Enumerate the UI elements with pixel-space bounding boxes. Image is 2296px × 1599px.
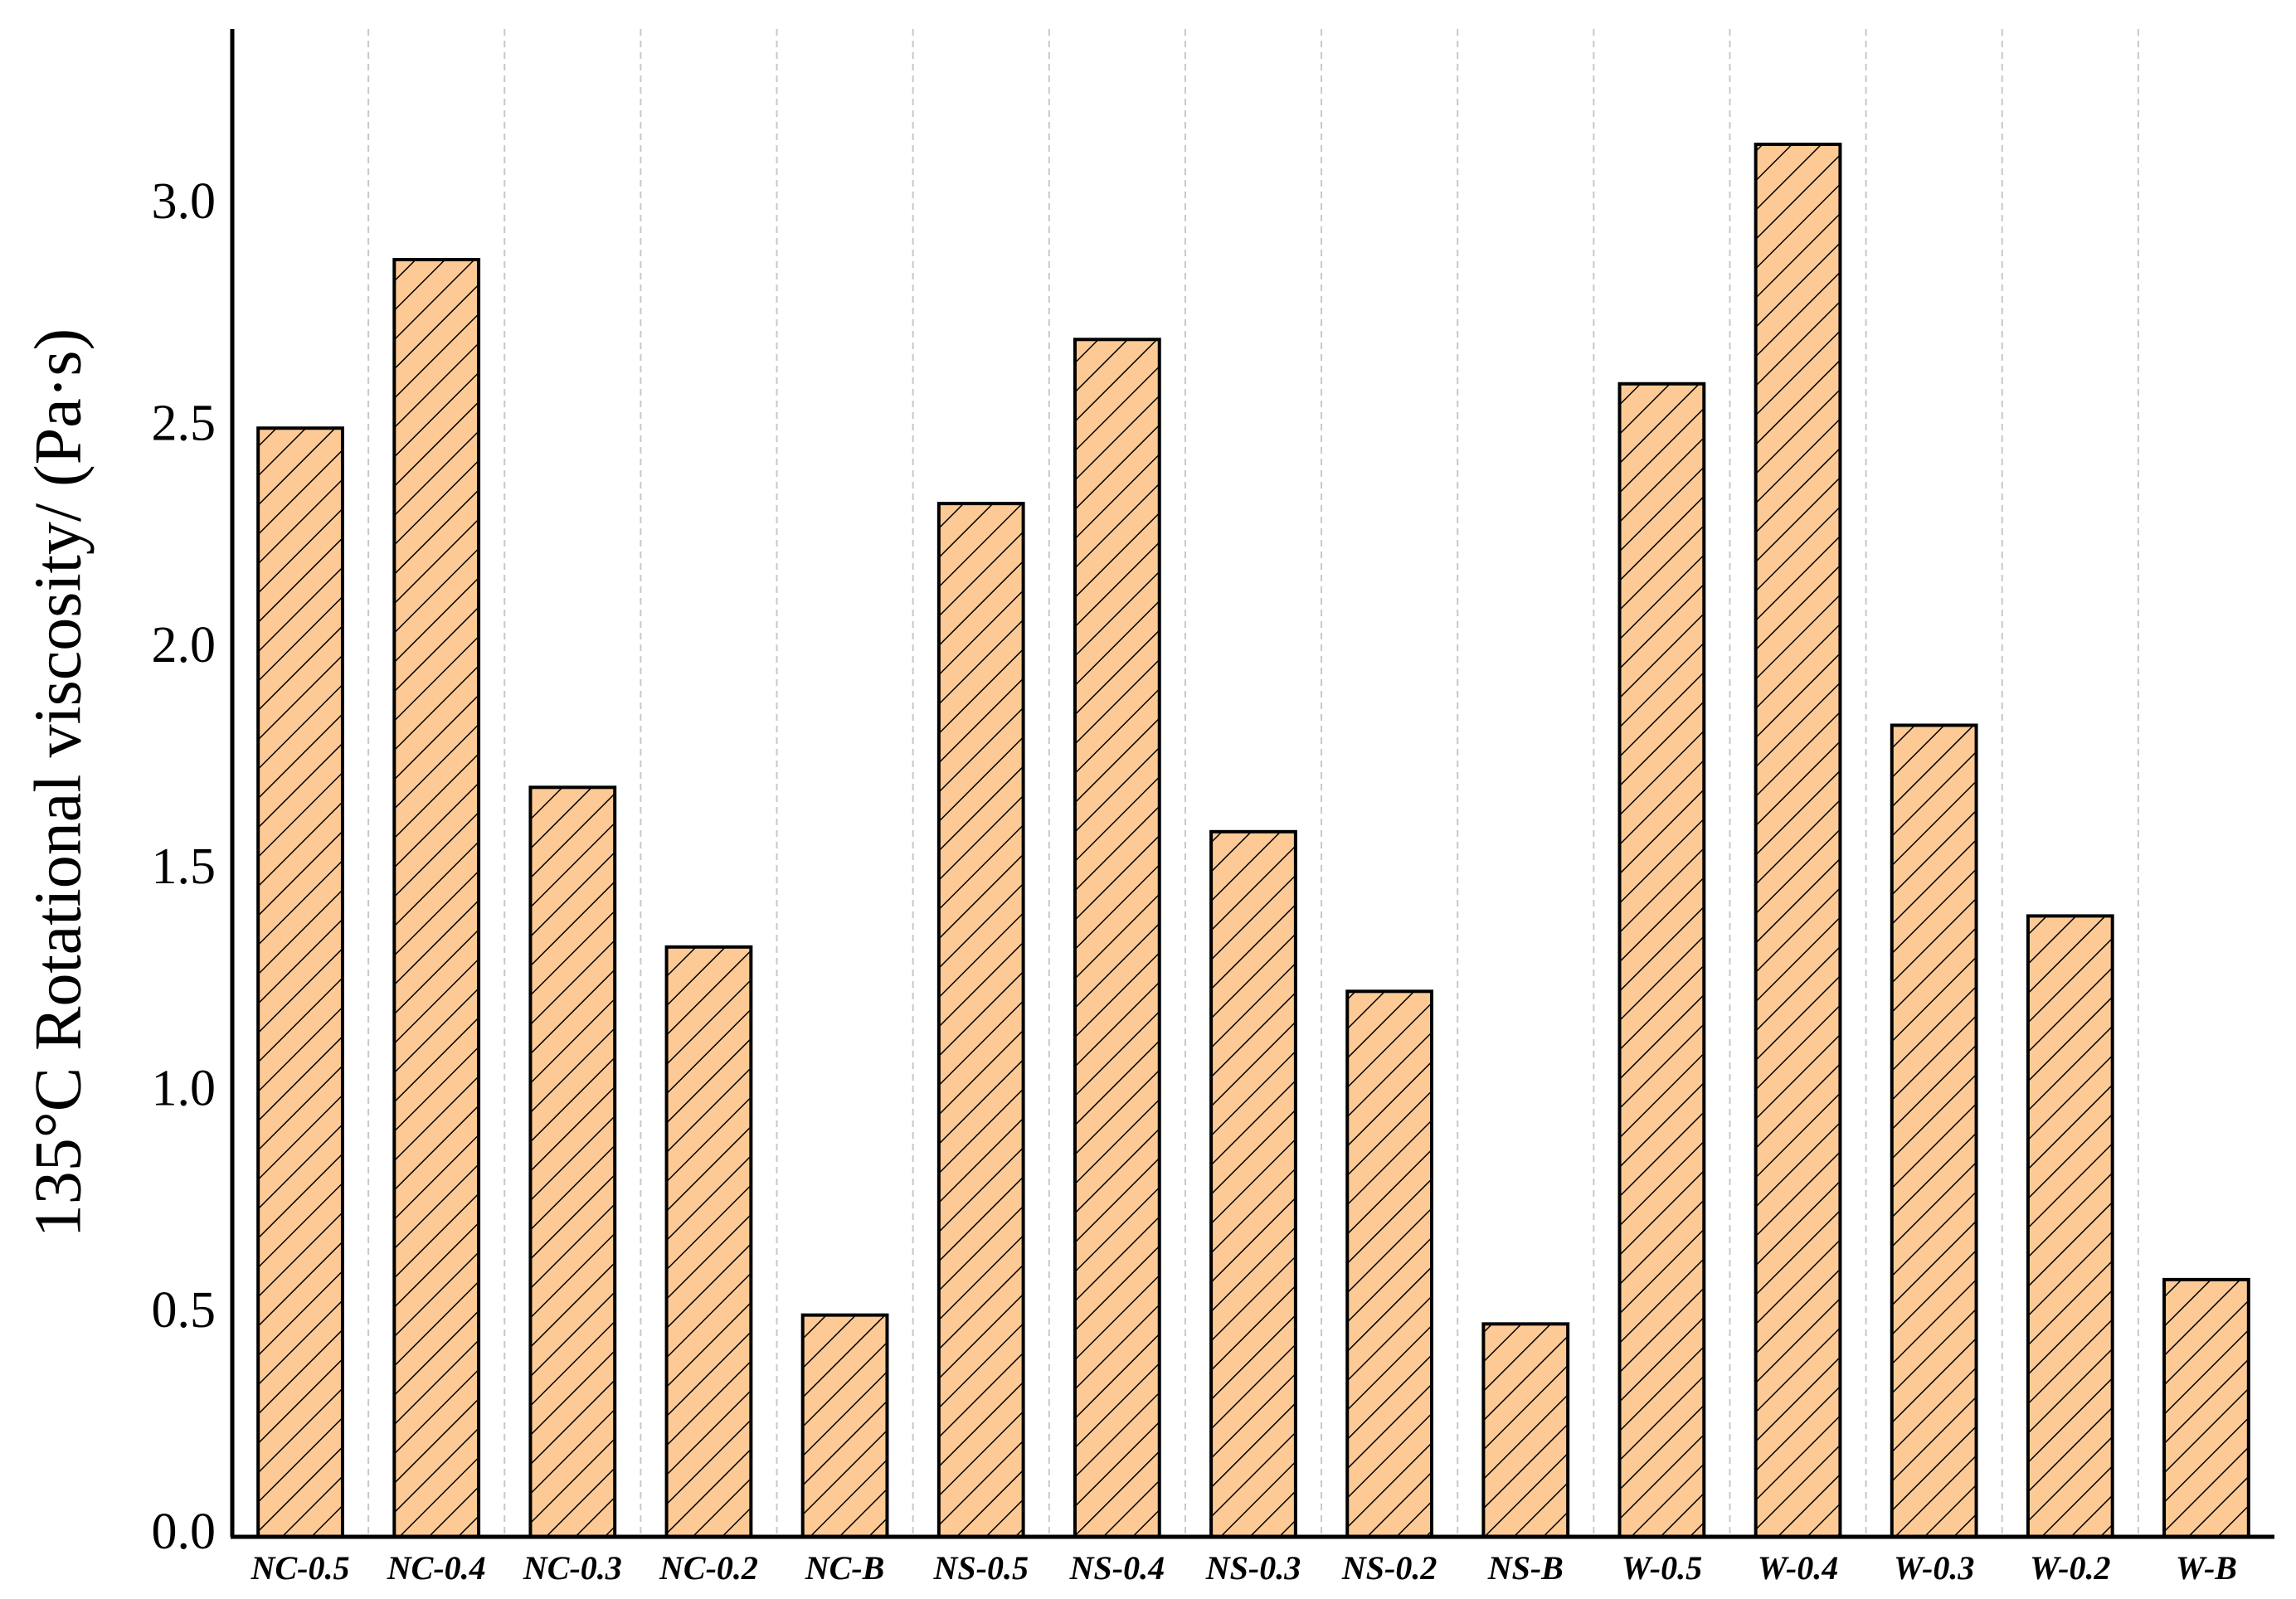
y-tick-label: 0.0 — [152, 1504, 216, 1560]
bar-hatch — [1345, 989, 1434, 1538]
x-tick-label: NS-0.4 — [1069, 1549, 1165, 1587]
bar — [2026, 914, 2114, 1538]
x-tick-label: W-B — [2176, 1549, 2237, 1587]
bar-hatch — [800, 1313, 889, 1539]
bar — [2162, 1277, 2250, 1539]
y-tick-label: 1.0 — [152, 1061, 216, 1117]
bar — [1754, 143, 1842, 1538]
x-tick-label: NS-B — [1487, 1549, 1564, 1587]
separators — [367, 29, 2139, 1537]
x-tick-label: NC-0.5 — [251, 1549, 350, 1587]
bar-hatch — [1754, 143, 1842, 1538]
y-axis-label: 135°C Rotational viscosity/ (Pa·s) — [22, 328, 95, 1237]
bar-hatch — [256, 426, 344, 1538]
bar — [1617, 382, 1706, 1539]
bar — [392, 258, 481, 1538]
bar — [936, 502, 1025, 1539]
x-tick-label: NC-B — [805, 1549, 885, 1587]
bar-hatch — [1481, 1322, 1570, 1538]
bar — [1481, 1322, 1570, 1538]
bar — [1890, 723, 1978, 1538]
bar-hatch — [2026, 914, 2114, 1538]
bars — [256, 143, 2250, 1539]
x-tick-label: NS-0.2 — [1341, 1549, 1437, 1587]
x-tick-label: W-0.2 — [2030, 1549, 2110, 1587]
bar — [1345, 989, 1434, 1538]
bar-hatch — [664, 945, 753, 1538]
bar-hatch — [936, 502, 1025, 1539]
bar-hatch — [1617, 382, 1706, 1539]
x-tick-label: W-0.5 — [1622, 1549, 1702, 1587]
x-tick-label: NS-0.5 — [933, 1549, 1029, 1587]
x-tick-label: NS-0.3 — [1205, 1549, 1301, 1587]
bar — [1073, 338, 1161, 1539]
bar-hatch — [2162, 1277, 2250, 1539]
x-tick-label: NC-0.2 — [659, 1549, 758, 1587]
x-tick-label: W-0.4 — [1758, 1549, 1838, 1587]
y-tick-label: 0.5 — [152, 1282, 216, 1339]
y-tick-label: 2.5 — [152, 395, 216, 451]
bar — [664, 945, 753, 1538]
y-tick-label: 2.0 — [152, 617, 216, 673]
bar — [800, 1313, 889, 1539]
bar — [256, 426, 344, 1538]
bar-hatch — [392, 258, 481, 1538]
bar — [528, 785, 617, 1538]
bar — [1209, 829, 1297, 1538]
x-tick-label: W-0.3 — [1894, 1549, 1974, 1587]
bar-hatch — [528, 785, 617, 1538]
bar-hatch — [1209, 829, 1297, 1538]
y-tick-label: 3.0 — [152, 173, 216, 230]
x-tick-label: NC-0.4 — [387, 1549, 486, 1587]
bar-hatch — [1890, 723, 1978, 1538]
bar-hatch — [1073, 338, 1161, 1539]
x-tick-label: NC-0.3 — [523, 1549, 622, 1587]
y-tick-label: 1.5 — [152, 838, 216, 895]
